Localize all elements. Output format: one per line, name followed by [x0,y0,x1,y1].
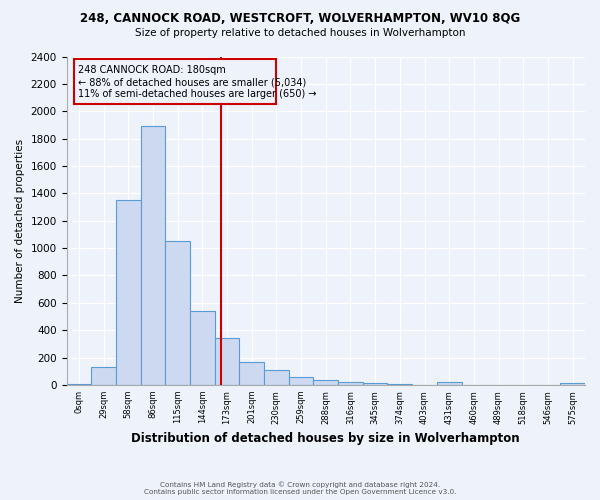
Text: 248, CANNOCK ROAD, WESTCROFT, WOLVERHAMPTON, WV10 8QG: 248, CANNOCK ROAD, WESTCROFT, WOLVERHAMP… [80,12,520,26]
Bar [437,382,461,385]
FancyBboxPatch shape [74,59,277,104]
Text: 11% of semi-detached houses are larger (650) →: 11% of semi-detached houses are larger (… [77,90,316,100]
Y-axis label: Number of detached properties: Number of detached properties [15,138,25,303]
Bar [388,384,412,385]
X-axis label: Distribution of detached houses by size in Wolverhampton: Distribution of detached houses by size … [131,432,520,445]
Bar [239,362,264,385]
Bar [264,370,289,385]
Bar [363,383,388,385]
Bar [313,380,338,385]
Bar [338,382,363,385]
Text: ← 88% of detached houses are smaller (5,034): ← 88% of detached houses are smaller (5,… [77,77,306,87]
Bar [91,367,116,385]
Bar [215,338,239,385]
Text: Contains HM Land Registry data © Crown copyright and database right 2024.
Contai: Contains HM Land Registry data © Crown c… [144,482,456,495]
Bar [140,126,165,385]
Bar [165,241,190,385]
Text: 248 CANNOCK ROAD: 180sqm: 248 CANNOCK ROAD: 180sqm [77,64,226,74]
Bar [190,311,215,385]
Bar [116,200,140,385]
Bar [289,376,313,385]
Bar [560,383,585,385]
Bar [67,384,91,385]
Text: Size of property relative to detached houses in Wolverhampton: Size of property relative to detached ho… [135,28,465,38]
